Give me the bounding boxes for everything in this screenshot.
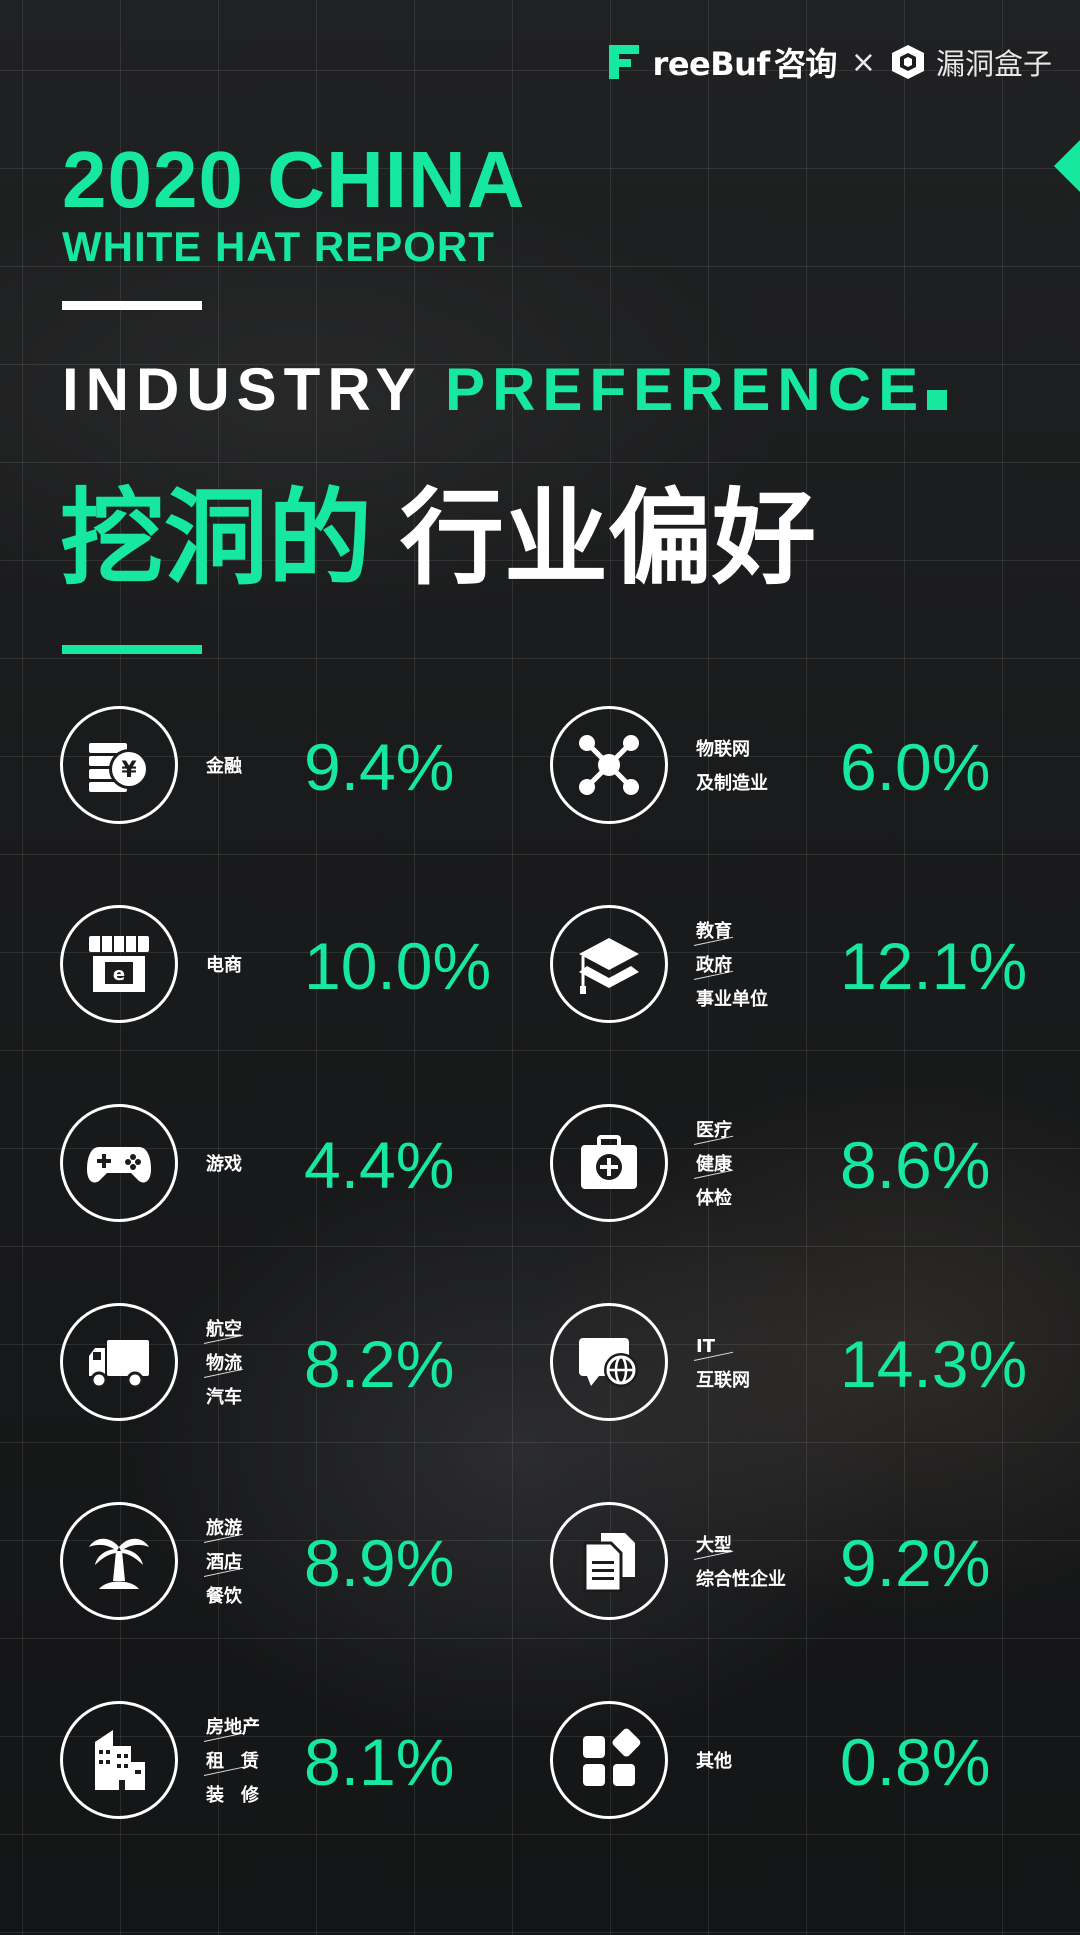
industry-label: 事业单位 <box>696 989 768 1010</box>
internet-monitor-globe-icon <box>579 1338 638 1387</box>
industry-label: IT <box>696 1336 715 1357</box>
enterprise-documents-icon <box>583 1533 635 1593</box>
industry-percent: 8.6% <box>840 1128 991 1202</box>
title-divider <box>62 301 202 310</box>
industry-label: 装修 <box>206 1785 276 1806</box>
industry-label: 餐饮 <box>206 1586 242 1607</box>
industry-label: 政府 <box>696 955 768 977</box>
industry-label: 航空 <box>206 1319 242 1340</box>
industry-label: 电商 <box>206 955 242 976</box>
industry-label: 健康 <box>696 1154 732 1175</box>
industry-label: 租赁 <box>206 1751 276 1772</box>
industry-percent: 10.0% <box>304 929 492 1003</box>
industry-label: 综合性企业 <box>696 1569 786 1590</box>
svg-text:e: e <box>113 964 125 985</box>
ecommerce-storefront-icon: e <box>89 936 149 992</box>
industry-label: 其他 <box>696 1751 732 1772</box>
iot-network-nodes-icon <box>579 735 639 795</box>
section-heading-cn: 挖洞的 行业偏好 <box>60 478 816 598</box>
industry-label: 教育 <box>696 921 732 942</box>
buildings-icon <box>95 1730 145 1790</box>
medical-kit-icon <box>581 1135 637 1189</box>
industry-label: 汽车 <box>206 1387 242 1408</box>
other-apps-grid-icon <box>583 1728 641 1786</box>
finance-coins-yen-icon: ¥ <box>89 743 149 792</box>
freebuf-logo-icon <box>608 45 643 79</box>
industry-percent: 9.4% <box>304 730 455 804</box>
heading-dot <box>927 390 948 410</box>
industry-percent: 14.3% <box>840 1327 1028 1401</box>
industry-label: 房地产 <box>206 1717 260 1738</box>
industry-label: 旅游 <box>206 1518 242 1539</box>
freebuf-brand: reeBuf 咨询 <box>652 45 838 83</box>
industry-label: 大型 <box>696 1535 732 1556</box>
section-heading-en: INDUSTRY PREFERENCE <box>62 356 948 423</box>
report-title-year: 2020 CHINA <box>62 135 526 224</box>
industry-percent: 4.4% <box>304 1128 455 1202</box>
svg-text:¥: ¥ <box>121 758 137 783</box>
vulbox-brand: 漏洞盒子 <box>935 47 1052 81</box>
heading-en-green: PREFERENCE <box>445 356 926 423</box>
corner-arrow-icon <box>1054 140 1080 192</box>
industry-label: 游戏 <box>206 1154 242 1175</box>
industry-percent: 0.8% <box>840 1725 991 1799</box>
industry-label: 酒店 <box>206 1552 242 1573</box>
industry-label: 金融 <box>206 756 242 777</box>
industry-label: 体检 <box>696 1188 732 1209</box>
logo-separator: × <box>850 44 876 80</box>
heading-divider <box>62 645 202 654</box>
industry-percent: 9.2% <box>840 1526 991 1600</box>
education-graduation-cap-icon <box>579 938 639 994</box>
palm-tree-icon <box>89 1538 149 1589</box>
industry-label: 物流 <box>206 1353 242 1374</box>
vulbox-cube-icon <box>891 45 924 79</box>
industry-percent: 8.2% <box>304 1327 455 1401</box>
heading-en-white: INDUSTRY <box>62 356 422 423</box>
industry-percent: 8.9% <box>304 1526 455 1600</box>
delivery-truck-icon <box>89 1340 149 1389</box>
gamepad-icon <box>87 1147 151 1183</box>
industry-percent: 6.0% <box>840 730 991 804</box>
header-logos: reeBuf 咨询 × 漏洞盒子 <box>608 40 1052 84</box>
heading-cn-white: 行业偏好 <box>400 477 817 599</box>
industry-label: 互联网 <box>696 1370 750 1391</box>
industry-percent: 12.1% <box>840 929 1028 1003</box>
heading-cn-green: 挖洞的 <box>60 477 373 599</box>
industry-label: 医疗 <box>696 1120 732 1141</box>
industry-percent: 8.1% <box>304 1725 455 1799</box>
industry-label: 物联网 <box>696 739 750 760</box>
industry-label: 及制造业 <box>696 773 768 794</box>
report-title-sub: WHITE HAT REPORT <box>62 223 495 270</box>
